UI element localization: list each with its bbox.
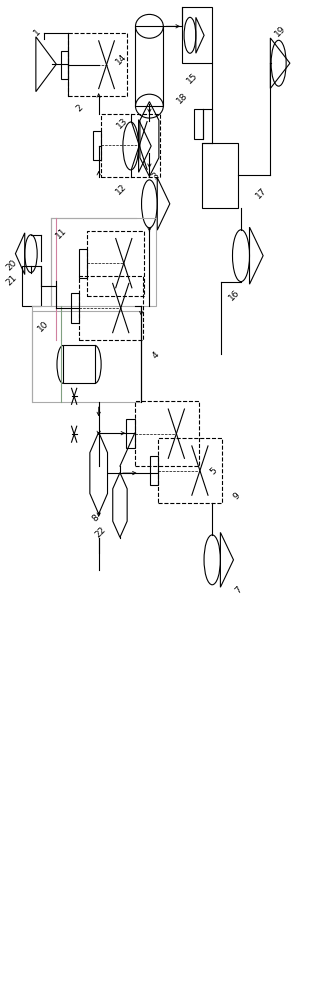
Text: 21: 21 xyxy=(4,273,18,288)
Text: 14: 14 xyxy=(114,52,128,66)
Bar xyxy=(32,311,141,402)
Bar xyxy=(68,33,127,96)
Bar xyxy=(79,249,87,278)
Text: 1: 1 xyxy=(32,27,43,37)
Bar xyxy=(158,438,222,503)
Text: 5: 5 xyxy=(208,466,219,477)
Bar xyxy=(51,218,156,306)
Text: 22: 22 xyxy=(93,525,108,539)
Text: 2: 2 xyxy=(74,103,85,113)
Text: 20: 20 xyxy=(5,258,19,273)
Text: 15: 15 xyxy=(185,71,199,86)
Bar xyxy=(182,7,211,63)
Bar xyxy=(22,266,41,306)
Bar xyxy=(135,401,199,466)
Bar xyxy=(126,419,135,448)
Text: 8: 8 xyxy=(90,513,101,523)
Text: 10: 10 xyxy=(35,319,50,333)
Bar xyxy=(202,143,238,208)
Text: 9: 9 xyxy=(231,491,241,501)
Text: 13: 13 xyxy=(115,116,129,130)
Text: 12: 12 xyxy=(114,182,128,196)
Bar xyxy=(79,276,143,340)
Bar xyxy=(71,293,79,323)
Text: 19: 19 xyxy=(273,24,287,38)
Bar xyxy=(136,26,163,106)
Text: 17: 17 xyxy=(254,186,269,200)
Text: 3: 3 xyxy=(150,171,160,181)
Bar xyxy=(63,345,95,383)
Bar xyxy=(93,131,101,160)
Text: 4: 4 xyxy=(151,350,161,361)
Bar xyxy=(60,51,68,79)
Bar xyxy=(194,109,203,139)
Bar xyxy=(150,456,158,485)
Text: 18: 18 xyxy=(175,91,189,105)
Text: 11: 11 xyxy=(54,226,68,240)
Text: 16: 16 xyxy=(227,288,242,302)
Bar xyxy=(87,231,144,296)
Text: 7: 7 xyxy=(233,585,243,595)
Bar xyxy=(101,114,160,177)
